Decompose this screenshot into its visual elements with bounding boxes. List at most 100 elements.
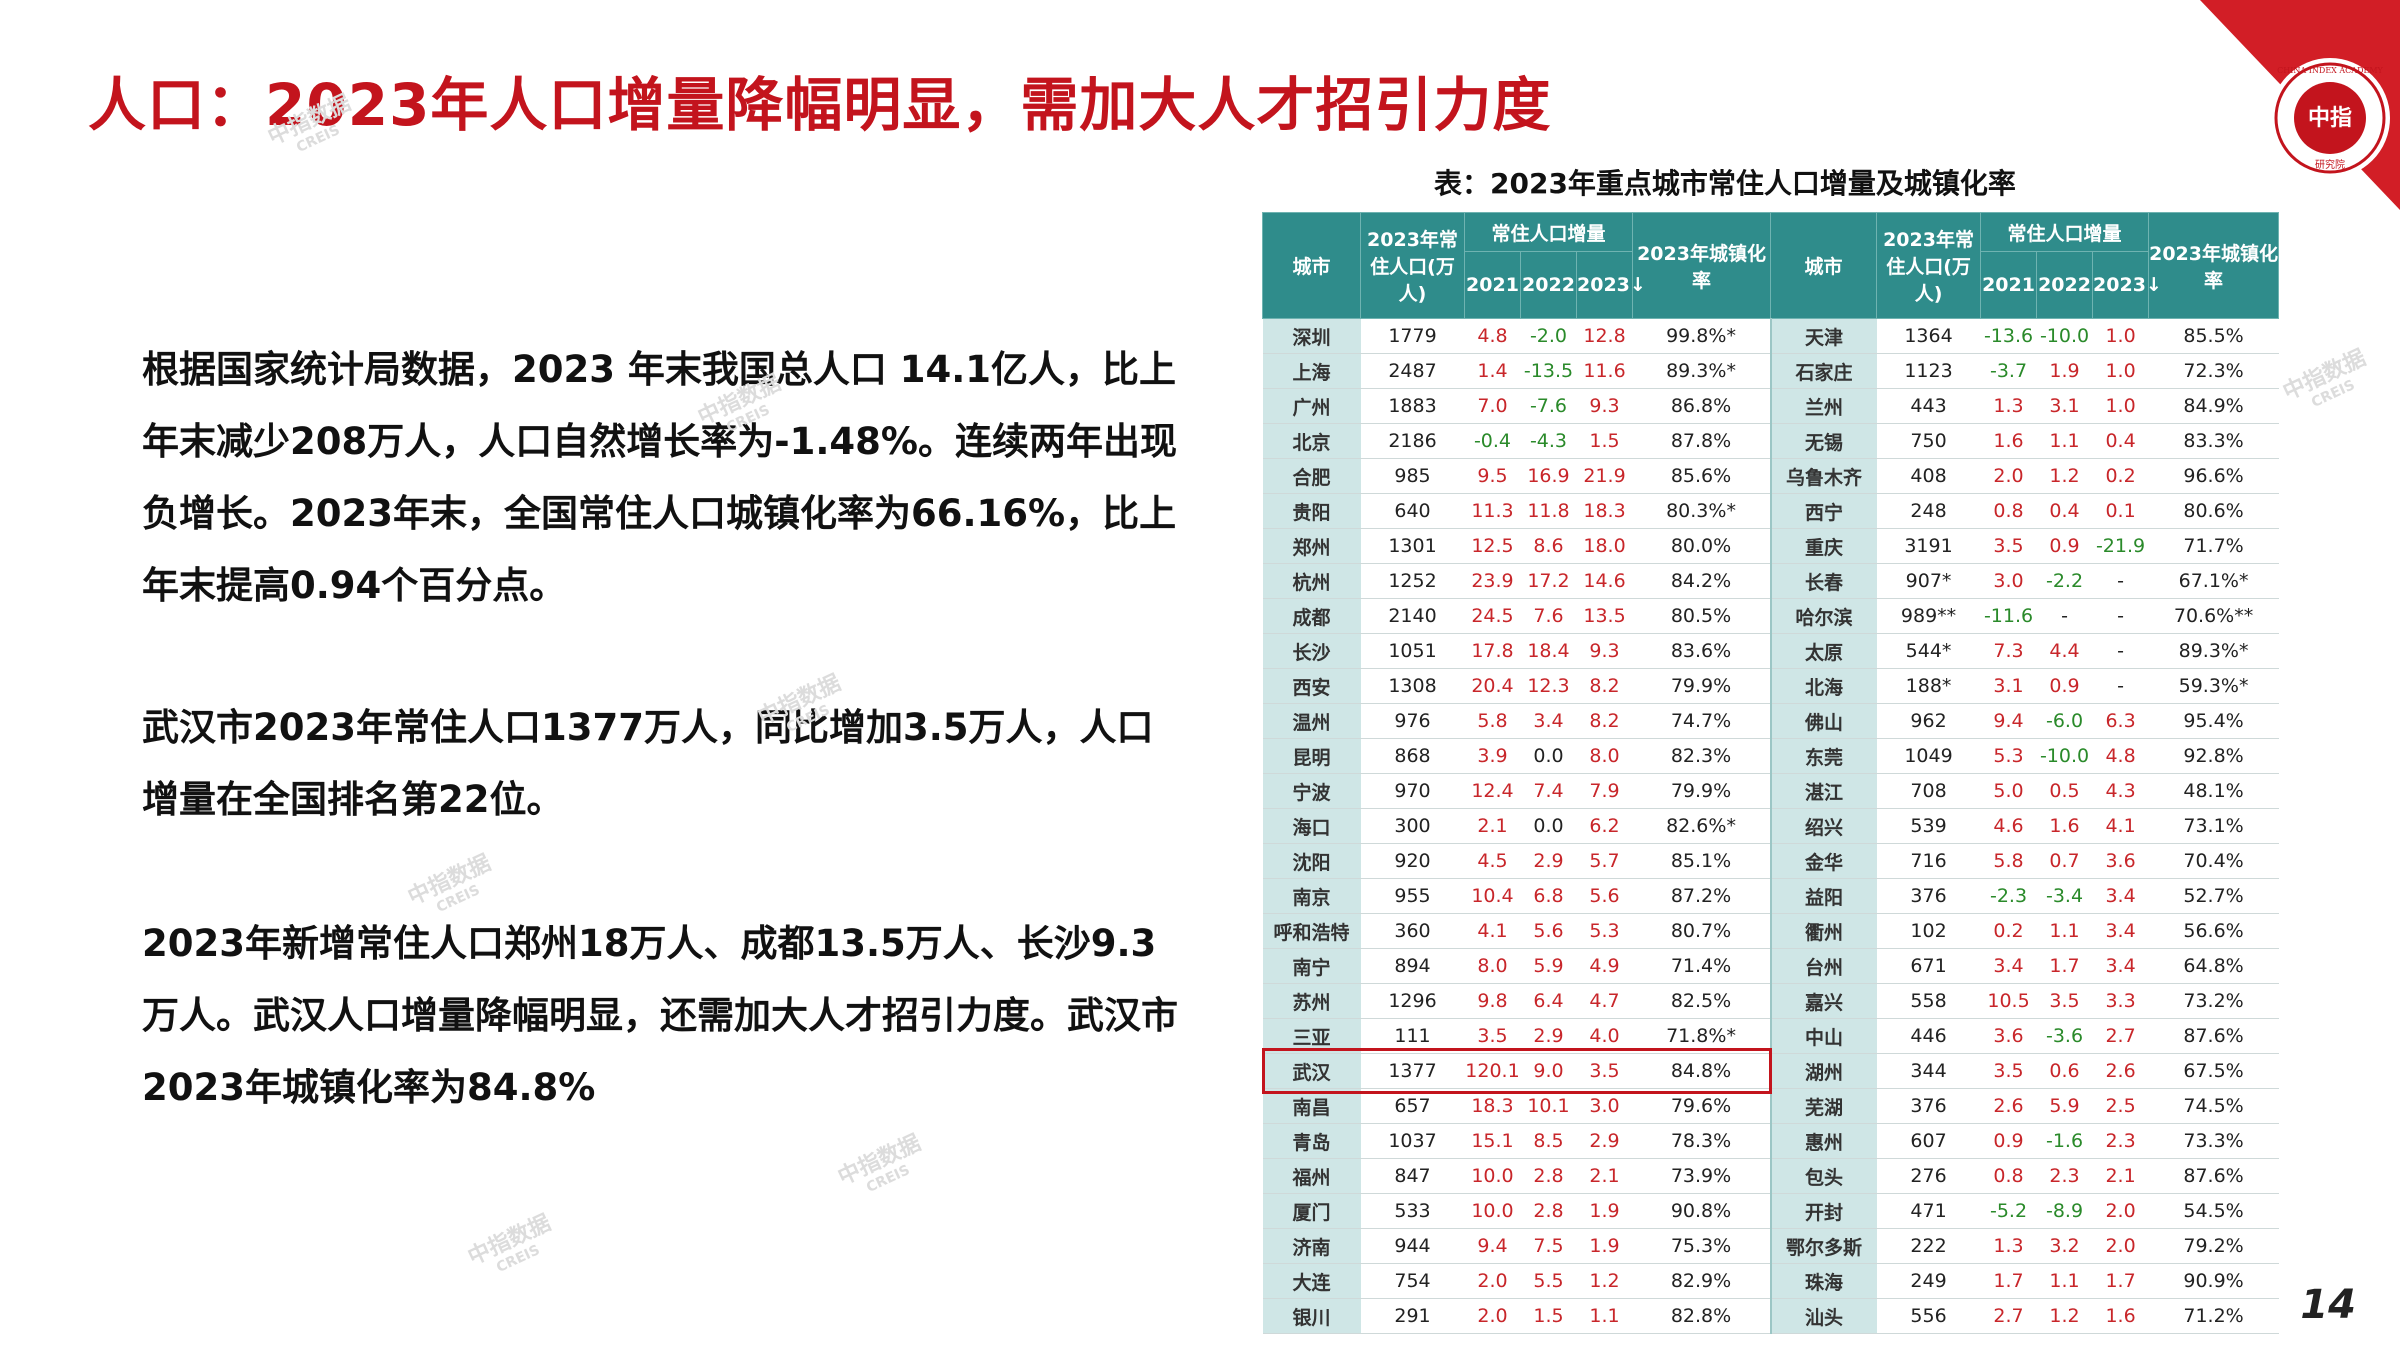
value-cell: 1.6 — [1980, 423, 2037, 459]
value-cell: 1.1 — [2036, 913, 2093, 949]
header-urbanization: 2023年城镇化率 — [2148, 212, 2280, 319]
value-cell: 716 — [1876, 843, 1981, 879]
page-title: 人口：2023年人口增量降幅明显，需加大人才招引力度 — [88, 71, 1552, 139]
value-cell: 7.6 — [1520, 598, 1577, 634]
value-cell: 3.5 — [1576, 1053, 1633, 1089]
value-cell: 0.9 — [2036, 668, 2093, 704]
value-cell: 1.5 — [1520, 1298, 1577, 1334]
table-row: 银川 291 2.0 1.5 1.1 82.8% 汕头 556 2.7 1.2 1.6 71.2% — [1262, 1298, 2279, 1334]
value-cell: 4.8 — [2092, 738, 2149, 774]
value-cell: 84.2% — [1632, 563, 1772, 599]
value-cell: 920 — [1360, 843, 1465, 879]
value-cell: 2.9 — [1520, 843, 1577, 879]
city-cell: 昆明 — [1262, 738, 1361, 774]
city-cell: 石家庄 — [1770, 353, 1877, 389]
value-cell: 12.8 — [1576, 318, 1633, 354]
city-cell: 上海 — [1262, 353, 1361, 389]
value-cell: 1779 — [1360, 318, 1465, 354]
value-cell: 2.1 — [1576, 1158, 1633, 1194]
value-cell: 54.5% — [2148, 1193, 2279, 1229]
value-cell: -10.0 — [2036, 738, 2093, 774]
city-cell: 青岛 — [1262, 1123, 1361, 1159]
value-cell: 985 — [1360, 458, 1465, 494]
city-cell: 合肥 — [1262, 458, 1361, 494]
value-cell: 79.9% — [1632, 773, 1772, 809]
table-row: 广州 1883 7.0 -7.6 9.3 86.8% 兰州 443 1.3 3.1 1.0 84.9% — [1262, 388, 2279, 424]
value-cell: -11.6 — [1980, 598, 2037, 634]
city-cell: 济南 — [1262, 1228, 1361, 1264]
value-cell: 82.8% — [1632, 1298, 1772, 1334]
table-row: 武汉 1377 120.1 9.0 3.5 84.8% 湖州 344 3.5 0.6 2.6 67.5… — [1262, 1053, 2279, 1089]
watermark: 中指数据 CREIS — [2279, 345, 2370, 412]
value-cell: 20.4 — [1464, 668, 1521, 704]
value-cell: 80.6% — [2148, 493, 2279, 529]
header-2023: 2023↓ — [1575, 251, 1646, 319]
logo-ring-text: CHINA INDEX ACADEMY — [2277, 66, 2383, 75]
value-cell: 1.2 — [2036, 458, 2093, 494]
value-cell: 9.3 — [1576, 633, 1633, 669]
city-cell: 哈尔滨 — [1770, 598, 1877, 634]
value-cell: 3.9 — [1464, 738, 1521, 774]
value-cell: 9.0 — [1520, 1053, 1577, 1089]
value-cell: 80.7% — [1632, 913, 1772, 949]
value-cell: 2.0 — [1980, 458, 2037, 494]
value-cell: 8.0 — [1464, 948, 1521, 984]
value-cell: 1.6 — [2036, 808, 2093, 844]
city-cell: 芜湖 — [1770, 1088, 1877, 1124]
value-cell: -21.9 — [2092, 528, 2149, 564]
value-cell: 83.3% — [2148, 423, 2279, 459]
city-cell: 鄂尔多斯 — [1770, 1228, 1877, 1264]
value-cell: 1.7 — [2036, 948, 2093, 984]
header-increment: 常住人口增量 — [1463, 212, 1634, 252]
value-cell: 4.1 — [2092, 808, 2149, 844]
value-cell: 640 — [1360, 493, 1465, 529]
city-cell: 包头 — [1770, 1158, 1877, 1194]
value-cell: 300 — [1360, 808, 1465, 844]
city-cell: 衢州 — [1770, 913, 1877, 949]
value-cell: 7.9 — [1576, 773, 1633, 809]
value-cell: 2.3 — [2092, 1123, 2149, 1159]
value-cell: 291 — [1360, 1298, 1465, 1334]
table-row: 贵阳 640 11.3 11.8 18.3 80.3%* 西宁 248 0.8 0.4 0.1 80.… — [1262, 493, 2279, 529]
value-cell: 79.2% — [2148, 1228, 2279, 1264]
value-cell: 544* — [1876, 633, 1981, 669]
value-cell: 1252 — [1360, 563, 1465, 599]
header-population: 2023年常住人口(万人) — [1876, 212, 1982, 319]
value-cell: 0.4 — [2092, 423, 2149, 459]
header-2023: 2023↓ — [2092, 251, 2162, 319]
city-cell: 银川 — [1262, 1298, 1361, 1334]
value-cell: 3.5 — [2036, 983, 2093, 1019]
value-cell: 276 — [1876, 1158, 1981, 1194]
value-cell: 443 — [1876, 388, 1981, 424]
table-row: 昆明 868 3.9 0.0 8.0 82.3% 东莞 1049 5.3 -10.0 4.8 92.8… — [1262, 738, 2279, 774]
value-cell: 3.4 — [1980, 948, 2037, 984]
value-cell: 188* — [1876, 668, 1981, 704]
city-cell: 重庆 — [1770, 528, 1877, 564]
city-cell: 太原 — [1770, 633, 1877, 669]
value-cell: 2.0 — [1464, 1263, 1521, 1299]
header-2022: 2022 — [1520, 251, 1577, 319]
table-row: 福州 847 10.0 2.8 2.1 73.9% 包头 276 0.8 2.3 2.1 87.6% — [1262, 1158, 2279, 1194]
value-cell: 85.5% — [2148, 318, 2279, 354]
value-cell: 360 — [1360, 913, 1465, 949]
city-cell: 贵阳 — [1262, 493, 1361, 529]
value-cell: 5.3 — [1980, 738, 2037, 774]
city-cell: 汕头 — [1770, 1298, 1877, 1334]
value-cell: 376 — [1876, 1088, 1981, 1124]
city-cell: 兰州 — [1770, 388, 1877, 424]
paragraph-wuhan-population: 武汉市2023年常住人口1377万人，同比增加3.5万人，人口增量在全国排名第2… — [142, 706, 1154, 821]
value-cell: 96.6% — [2148, 458, 2279, 494]
value-cell: 5.5 — [1520, 1263, 1577, 1299]
value-cell: -8.9 — [2036, 1193, 2093, 1229]
value-cell: 671 — [1876, 948, 1981, 984]
value-cell: 2.7 — [1980, 1298, 2037, 1334]
value-cell: -3.4 — [2036, 878, 2093, 914]
city-cell: 大连 — [1262, 1263, 1361, 1299]
value-cell: 2.8 — [1520, 1158, 1577, 1194]
value-cell: 248 — [1876, 493, 1981, 529]
value-cell: 75.3% — [1632, 1228, 1772, 1264]
city-cell: 温州 — [1262, 703, 1361, 739]
china-index-academy-logo: 中指 研究院 CHINA INDEX ACADEMY — [2200, 0, 2400, 210]
value-cell: 4.7 — [1576, 983, 1633, 1019]
value-cell: 754 — [1360, 1263, 1465, 1299]
